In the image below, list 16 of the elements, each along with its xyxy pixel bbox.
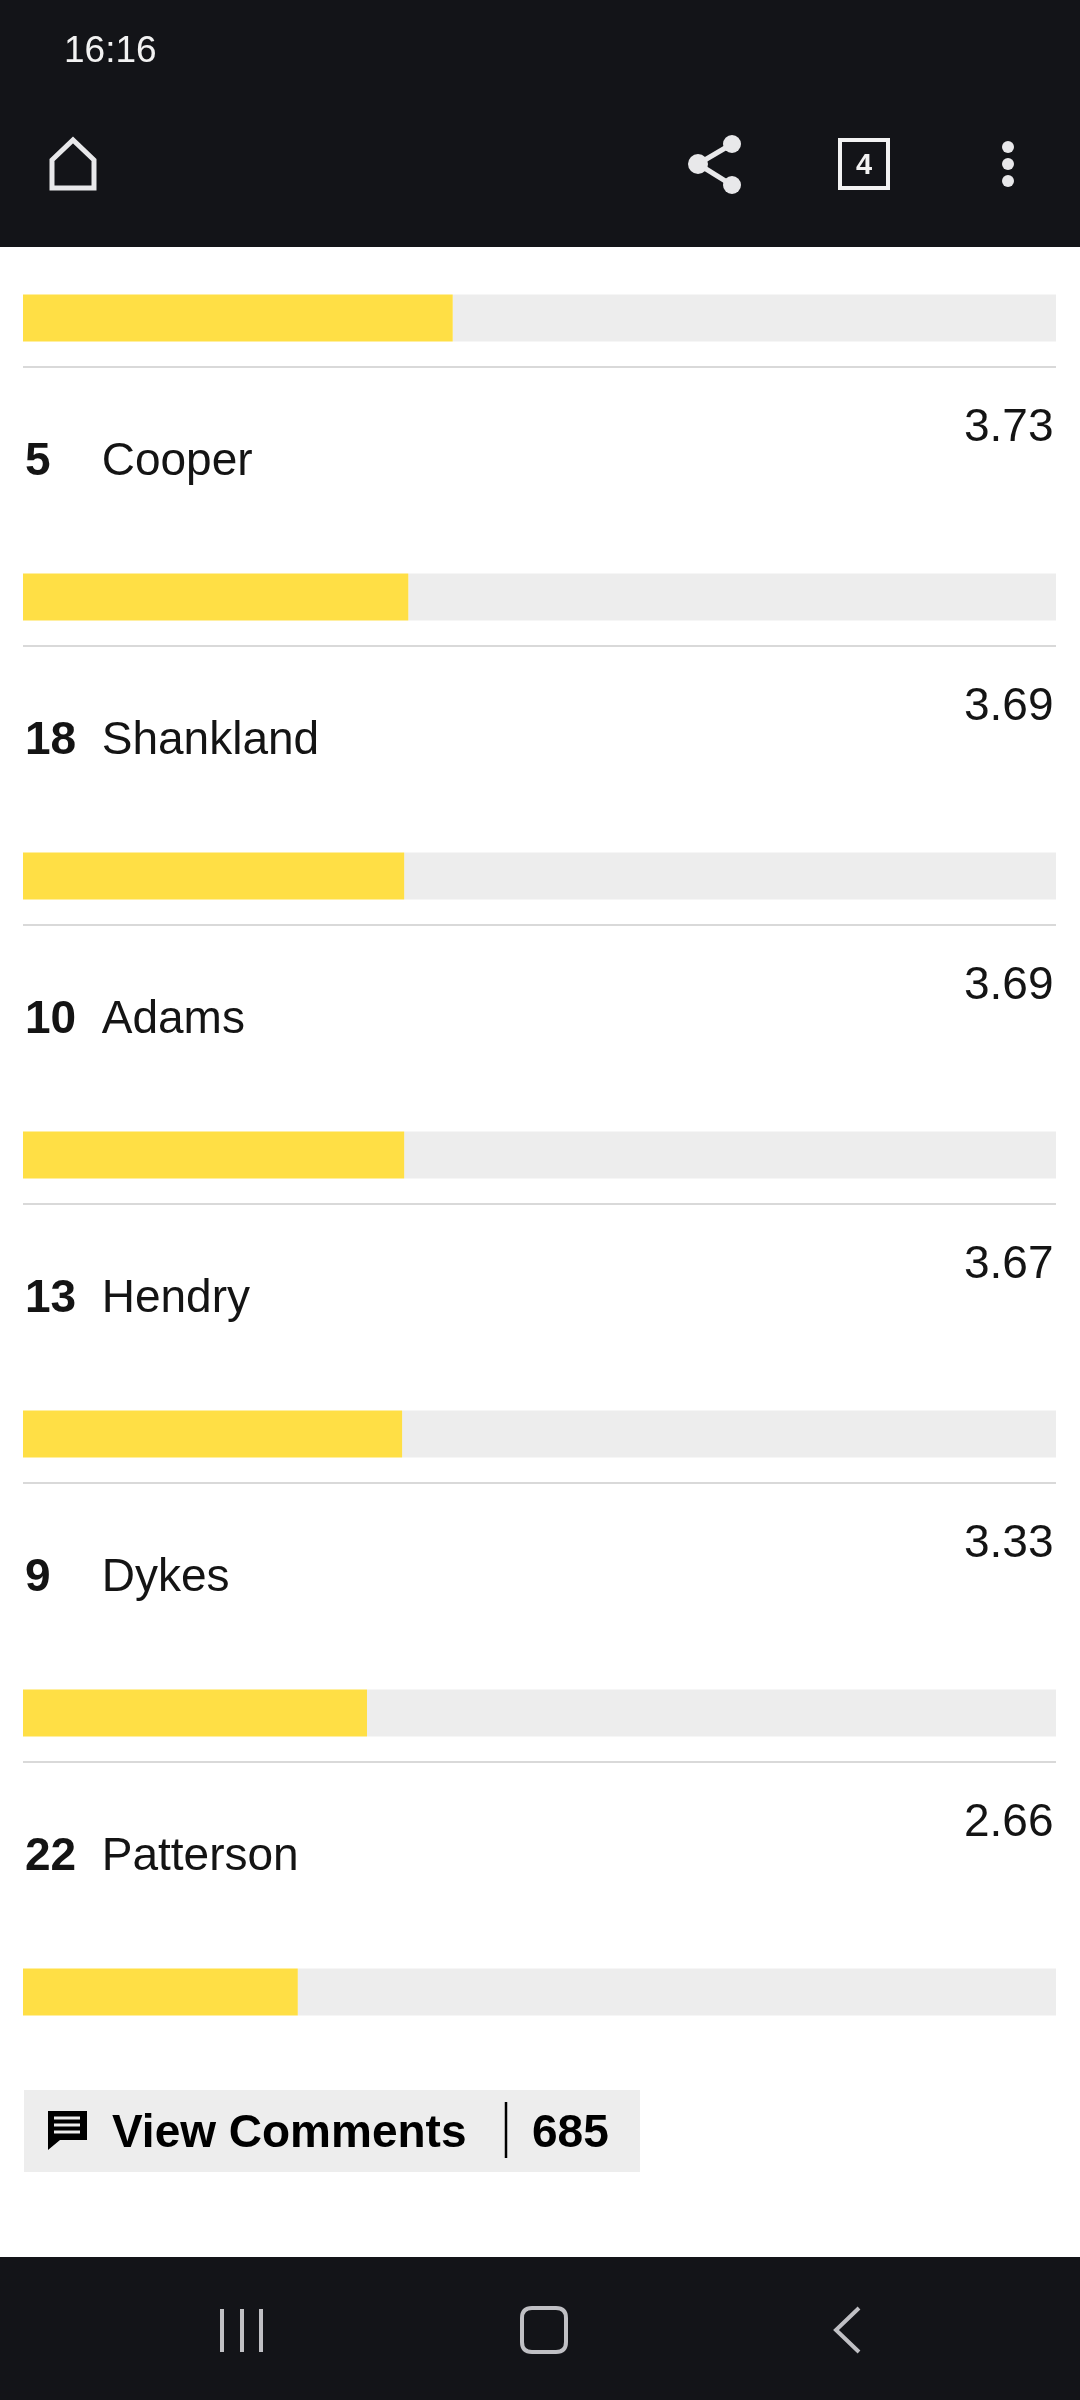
y-tick-label: 5 Cooper [25,433,253,485]
y-tick-label: 10 Adams [25,991,245,1043]
y-tick-label: 13 Hendry [25,1270,251,1322]
data-label: 3.69 [964,678,1054,730]
annotation: 16:16 [64,29,157,70]
data-label: 3.69 [964,957,1054,1009]
data-label: 3.33 [964,1515,1054,1567]
data-label: 3.73 [964,399,1054,451]
text: 685 [532,2105,609,2157]
y-tick-label: 9 Dykes [25,1549,230,1601]
annotation: 4 [855,148,873,180]
text: View Comments [112,2105,467,2157]
y-tick-label: 22 Patterson [25,1828,299,1880]
y-tick-label: 18 Shankland [25,712,320,764]
data-label: 2.66 [964,1794,1054,1846]
data-label: 3.67 [964,1236,1054,1288]
